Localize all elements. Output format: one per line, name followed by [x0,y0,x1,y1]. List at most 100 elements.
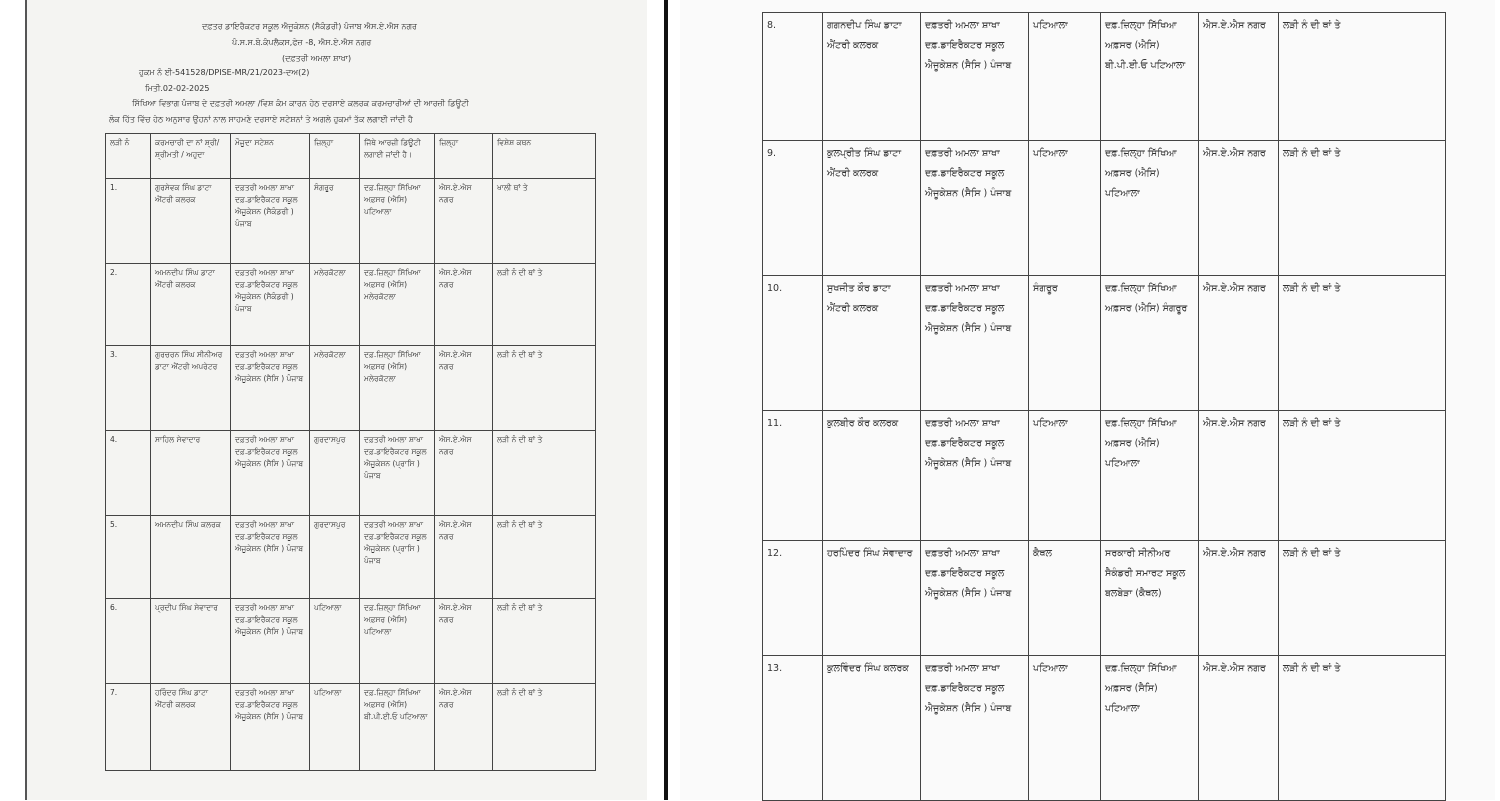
cell-employee-name: ਪ੍ਰਦੀਪ ਸਿੰਘ ਸੇਵਾਦਾਰ [150,598,231,684]
column-header-district: ਜ਼ਿਲ੍ਹਾ [309,133,360,179]
intro-text-line2: ਲੋਕ ਹਿੱਤ ਵਿੱਚ ਹੇਠ ਅਨੁਸਾਰ ਉਹਨਾਂ ਨਾਲ ਸਾਹਮਣ… [109,115,413,124]
cell-current-station: ਦਫ਼ਤਰੀ ਅਮਲਾ ਸ਼ਾਖਾ ਦਫ਼.ਡਾਇਰੈਕਟਰ ਸਕੂਲ ਐਜੂਕ… [920,275,1029,411]
table-row: 9. ਕੁਲਪ੍ਰੀਤ ਸਿੰਘ ਡਾਟਾ ਐਂਟਰੀ ਕਲਰਕ ਦਫ਼ਤਰੀ ਅਮ… [762,140,1446,276]
cell-employee-name: ਗੁਰਸੇਵਕ ਸਿੰਘ ਡਾਟਾ ਐਂਟਰੀ ਕਲਰਕ [150,178,231,264]
column-header-deputation-district: ਜ਼ਿਲ੍ਹਾ [434,133,493,179]
cell-district: ਪਟਿਆਲਾ [1028,140,1101,276]
page-divider [664,0,668,800]
cell-deputation-station: ਦਫ਼.ਜ਼ਿਲ੍ਹਾ ਸਿੱਖਿਆ ਅਫ਼ਸਰ (ਐਸਿ) ਮਲੇਰਕੋਟਲਾ [359,345,435,431]
cell-deputation-district: ਐਸ.ਏ.ਐਸ ਨਗਰ [434,263,493,346]
table-row: 4. ਸਾਹਿਲ ਸੇਵਾਦਾਰ ਦਫ਼ਤਰੀ ਅਮਲਾ ਸ਼ਾਖਾ ਦਫ਼.ਡਾਇ… [105,430,596,516]
transfer-table-right: 8. ਗਗਨਦੀਪ ਸਿੰਘ ਡਾਟਾ ਐਂਟਰੀ ਕਲਰਕ ਦਫ਼ਤਰੀ ਅਮਲਾ… [762,12,1446,801]
transfer-table-left: ਲੜੀ ਨੰ ਕਰਮਚਾਰੀ ਦਾ ਨਾਂ ਸ਼੍ਰੀ/ਸ਼੍ਰੀਮਤੀ / ਅਹ… [105,133,596,771]
cell-employee-name: ਗੁਰਚਰਨ ਸਿੰਘ ਸੀਨੀਅਰ ਡਾਟਾ ਐਂਟਰੀ ਅਪਰੇਟਰ [150,345,231,431]
cell-district: ਪਟਿਆਲਾ [309,598,360,684]
cell-deputation-district: ਐਸ.ਏ.ਐਸ ਨਗਰ [434,598,493,684]
cell-current-station: ਦਫ਼ਤਰੀ ਅਮਲਾ ਸ਼ਾਖਾ ਦਫ਼.ਡਾਇਰੈਕਟਰ ਸਕੂਲ ਐਜੂਕ… [920,12,1029,141]
cell-serial-no: 1. [105,178,151,264]
cell-current-station: ਦਫ਼ਤਰੀ ਅਮਲਾ ਸ਼ਾਖਾ ਦਫ਼.ਡਾਇਰੈਕਟਰ ਸਕੂਲ ਐਜੂਕ… [920,140,1029,276]
cell-district: ਸੰਗਰੂਰ [1028,275,1101,411]
right-document-page: 8. ਗਗਨਦੀਪ ਸਿੰਘ ਡਾਟਾ ਐਂਟਰੀ ਕਲਰਕ ਦਫ਼ਤਰੀ ਅਮਲਾ… [680,0,1495,801]
cell-serial-no: 6. [105,598,151,684]
cell-deputation-station: ਦਫ਼.ਜ਼ਿਲ੍ਹਾ ਸਿੱਖਿਆ ਅਫ਼ਸਰ (ਐਸਿ) ਮਲੇਰਕੋਟਲਾ [359,263,435,346]
cell-employee-name: ਸਾਹਿਲ ਸੇਵਾਦਾਰ [150,430,231,516]
cell-current-station: ਦਫ਼ਤਰੀ ਅਮਲਾ ਸ਼ਾਖਾ ਦਫ਼.ਡਾਇਰੈਕਟਰ ਸਕੂਲ ਐਜੂਕ… [230,263,310,346]
cell-deputation-station: ਦਫ਼.ਜ਼ਿਲ੍ਹਾ ਸਿੱਖਿਆ ਅਫ਼ਸਰ (ਐਸਿ) ਪਟਿਆਲਾ [359,178,435,264]
cell-deputation-district: ਐਸ.ਏ.ਐਸ ਨਗਰ [434,515,493,599]
cell-serial-no: 13. [762,655,823,801]
table-row: 12. ਹਰਪਿੰਦਰ ਸਿੰਘ ਸੇਵਾਦਾਰ ਦਫ਼ਤਰੀ ਅਮਲਾ ਸ਼ਾਖਾ… [762,540,1446,656]
cell-current-station: ਦਫ਼ਤਰੀ ਅਮਲਾ ਸ਼ਾਖਾ ਦਫ਼.ਡਾਇਰੈਕਟਰ ਸਕੂਲ ਐਜੂਕ… [230,178,310,264]
cell-employee-name: ਹਰਪਿੰਦਰ ਸਿੰਘ ਸੇਵਾਦਾਰ [822,540,921,656]
table-row: 5. ਅਮਨਦੀਪ ਸਿੰਘ ਕਲਰਕ ਦਫ਼ਤਰੀ ਅਮਲਾ ਸ਼ਾਖਾ ਦਫ਼.… [105,515,596,599]
cell-deputation-district: ਐਸ.ਏ.ਐਸ ਨਗਰ [434,430,493,516]
cell-remarks: ਲੜੀ ਨੰ ਦੀ ਥਾਂ ਤੇ [1278,540,1446,656]
table-row: 11. ਕੁਲਬੀਰ ਕੌਰ ਕਲਰਕ ਦਫ਼ਤਰੀ ਅਮਲਾ ਸ਼ਾਖਾ ਦਫ਼.… [762,410,1446,541]
order-date: ਮਿਤੀ.02-02-2025 [145,84,210,93]
column-header-deputation-station: ਜਿੱਥੇ ਆਰਜ਼ੀ ਡਿਊਟੀ ਲਗਾਈ ਜਾਂਦੀ ਹੈ। [359,133,435,179]
table-row: 3. ਗੁਰਚਰਨ ਸਿੰਘ ਸੀਨੀਅਰ ਡਾਟਾ ਐਂਟਰੀ ਅਪਰੇਟਰ ਦਫ… [105,345,596,431]
cell-deputation-district: ਐਸ.ਏ.ਐਸ ਨਗਰ [1198,540,1279,656]
cell-serial-no: 2. [105,263,151,346]
cell-remarks: ਲੜੀ ਨੰ ਦੀ ਥਾਂ ਤੇ [492,263,596,346]
cell-remarks: ਖਾਲੀ ਥਾਂ ਤੇ [492,178,596,264]
column-header-serial-no: ਲੜੀ ਨੰ [105,133,151,179]
cell-employee-name: ਕੁਲਪ੍ਰੀਤ ਸਿੰਘ ਡਾਟਾ ਐਂਟਰੀ ਕਲਰਕ [822,140,921,276]
cell-serial-no: 3. [105,345,151,431]
cell-current-station: ਦਫ਼ਤਰੀ ਅਮਲਾ ਸ਼ਾਖਾ ਦਫ਼.ਡਾਇਰੈਕਟਰ ਸਕੂਲ ਐਜੂਕ… [920,410,1029,541]
cell-current-station: ਦਫ਼ਤਰੀ ਅਮਲਾ ਸ਼ਾਖਾ ਦਫ਼.ਡਾਇਰੈਕਟਰ ਸਕੂਲ ਐਜੂਕ… [920,540,1029,656]
cell-employee-name: ਕੁਲਬੀਰ ਕੌਰ ਕਲਰਕ [822,410,921,541]
cell-district: ਗੁਰਦਾਸਪੁਰ [309,515,360,599]
cell-deputation-district: ਐਸ.ਏ.ਐਸ ਨਗਰ [1198,140,1279,276]
cell-district: ਪਟਿਆਲਾ [1028,655,1101,801]
column-header-current-station: ਮੌਜੂਦਾ ਸਟੇਸ਼ਨ [230,133,310,179]
cell-employee-name: ਕੁਲਵਿੰਦਰ ਸਿੰਘ ਕਲਰਕ [822,655,921,801]
cell-current-station: ਦਫ਼ਤਰੀ ਅਮਲਾ ਸ਼ਾਖਾ ਦਫ਼.ਡਾਇਰੈਕਟਰ ਸਕੂਲ ਐਜੂਕ… [230,598,310,684]
cell-deputation-station: ਦਫ਼.ਜ਼ਿਲ੍ਹਾ ਸਿੱਖਿਆ ਅਫ਼ਸਰ (ਐਸਿ) ਪਟਿਆਲਾ [359,598,435,684]
table-header-row: ਲੜੀ ਨੰ ਕਰਮਚਾਰੀ ਦਾ ਨਾਂ ਸ਼੍ਰੀ/ਸ਼੍ਰੀਮਤੀ / ਅਹ… [105,133,596,179]
branch-name: (ਦਫ਼ਤਰੀ ਅਮਲਾ ਸ਼ਾਖਾ) [282,54,352,63]
table-row: 13. ਕੁਲਵਿੰਦਰ ਸਿੰਘ ਕਲਰਕ ਦਫ਼ਤਰੀ ਅਮਲਾ ਸ਼ਾਖਾ ਦ… [762,655,1446,801]
cell-employee-name: ਸੁਖਜੀਤ ਕੌਰ ਡਾਟਾ ਐਂਟਰੀ ਕਲਰਕ [822,275,921,411]
cell-serial-no: 8. [762,12,823,141]
cell-deputation-station: ਦਫ਼.ਜ਼ਿਲ੍ਹਾ ਸਿੱਖਿਆ ਅਫ਼ਸਰ (ਐਸਿ) ਬੀ.ਪੀ.ਈ.ਓ… [1100,12,1199,141]
cell-remarks: ਲੜੀ ਨੰ ਦੀ ਥਾਂ ਤੇ [1278,275,1446,411]
cell-employee-name: ਹਰਿੰਦਰ ਸਿੰਘ ਡਾਟਾ ਐਂਟਰੀ ਕਲਰਕ [150,683,231,771]
cell-district: ਪਟਿਆਲਾ [309,683,360,771]
intro-text-line1: ਸਿੱਖਿਆ ਵਿਭਾਗ ਪੰਜਾਬ ਦੇ ਦਫ਼ਤਰੀ ਅਮਲਾ /ਵਿਸ਼ … [132,99,469,108]
cell-district: ਮਲੇਰਕੋਟਲਾ [309,263,360,346]
table-row: 1. ਗੁਰਸੇਵਕ ਸਿੰਘ ਡਾਟਾ ਐਂਟਰੀ ਕਲਰਕ ਦਫ਼ਤਰੀ ਅਮਲ… [105,178,596,264]
cell-current-station: ਦਫ਼ਤਰੀ ਅਮਲਾ ਸ਼ਾਖਾ ਦਫ਼.ਡਾਇਰੈਕਟਰ ਸਕੂਲ ਐਜੂਕ… [920,655,1029,801]
cell-serial-no: 10. [762,275,823,411]
cell-deputation-district: ਐਸ.ਏ.ਐਸ ਨਗਰ [1198,655,1279,801]
cell-remarks: ਲੜੀ ਨੰ ਦੀ ਥਾਂ ਤੇ [1278,655,1446,801]
cell-deputation-district: ਐਸ.ਏ.ਐਸ ਨਗਰ [1198,12,1279,141]
table-row: 8. ਗਗਨਦੀਪ ਸਿੰਘ ਡਾਟਾ ਐਂਟਰੀ ਕਲਰਕ ਦਫ਼ਤਰੀ ਅਮਲਾ… [762,12,1446,141]
cell-serial-no: 11. [762,410,823,541]
table-row: 2. ਅਮਨਦੀਪ ਸਿੰਘ ਡਾਟਾ ਐਂਟਰੀ ਕਲਰਕ ਦਫ਼ਤਰੀ ਅਮਲਾ… [105,263,596,346]
cell-deputation-station: ਦਫ਼ਤਰੀ ਅਮਲਾ ਸ਼ਾਖਾ ਦਫ਼.ਡਾਇਰੈਕਟਰ ਸਕੂਲ ਐਜੂਕ… [359,515,435,599]
table-row: 6. ਪ੍ਰਦੀਪ ਸਿੰਘ ਸੇਵਾਦਾਰ ਦਫ਼ਤਰੀ ਅਮਲਾ ਸ਼ਾਖਾ ਦ… [105,598,596,684]
cell-district: ਗੁਰਦਾਸਪੁਰ [309,430,360,516]
cell-remarks: ਲੜੀ ਨੰ ਦੀ ਥਾਂ ਤੇ [1278,12,1446,141]
cell-district: ਕੈਥਲ [1028,540,1101,656]
cell-remarks: ਲੜੀ ਨੰ ਦੀ ਥਾਂ ਤੇ [492,345,596,431]
cell-district: ਪਟਿਆਲਾ [1028,410,1101,541]
cell-remarks: ਲੜੀ ਨੰ ਦੀ ਥਾਂ ਤੇ [1278,410,1446,541]
order-number: ਹੁਕਮ ਨੰ ਈ-541528/DPISE-MR/21/2023-ਦਅ(2) [139,68,310,77]
cell-remarks: ਲੜੀ ਨੰ ਦੀ ਥਾਂ ਤੇ [1278,140,1446,276]
cell-deputation-station: ਦਫ਼.ਜ਼ਿਲ੍ਹਾ ਸਿੱਖਿਆ ਅਫ਼ਸਰ (ਸੈਸਿ) ਪਟਿਆਲਾ [1100,655,1199,801]
cell-deputation-station: ਦਫ਼.ਜ਼ਿਲ੍ਹਾ ਸਿੱਖਿਆ ਅਫ਼ਸਰ (ਐਸਿ) ਪਟਿਆਲਾ [1100,140,1199,276]
cell-deputation-station: ਦਫ਼.ਜ਼ਿਲ੍ਹਾ ਸਿੱਖਿਆ ਅਫ਼ਸਰ (ਐਸਿ) ਪਟਿਆਲਾ [1100,410,1199,541]
cell-current-station: ਦਫ਼ਤਰੀ ਅਮਲਾ ਸ਼ਾਖਾ ਦਫ਼.ਡਾਇਰੈਕਟਰ ਸਕੂਲ ਐਜੂਕ… [230,345,310,431]
cell-deputation-district: ਐਸ.ਏ.ਐਸ ਨਗਰ [434,345,493,431]
cell-remarks: ਲੜੀ ਨੰ ਦੀ ਥਾਂ ਤੇ [492,683,596,771]
column-header-remarks: ਵਿਸ਼ੇਸ਼ ਕਥਨ [492,133,596,179]
cell-deputation-district: ਐਸ.ਏ.ਐਸ ਨਗਰ [434,178,493,264]
cell-employee-name: ਗਗਨਦੀਪ ਸਿੰਘ ਡਾਟਾ ਐਂਟਰੀ ਕਲਰਕ [822,12,921,141]
cell-district: ਮਲੇਰਕੋਟਲਾ [309,345,360,431]
cell-current-station: ਦਫ਼ਤਰੀ ਅਮਲਾ ਸ਼ਾਖਾ ਦਫ਼.ਡਾਇਰੈਕਟਰ ਸਕੂਲ ਐਜੂਕ… [230,430,310,516]
office-title: ਦਫ਼ਤਰ ਡਾਇਰੈਕਟਰ ਸਕੂਲ ਐਜੂਕੇਸ਼ਨ (ਸੈਕੰਡਰੀ) ਪ… [202,22,417,31]
cell-remarks: ਲੜੀ ਨੰ ਦੀ ਥਾਂ ਤੇ [492,598,596,684]
cell-deputation-district: ਐਸ.ਏ.ਐਸ ਨਗਰ [1198,275,1279,411]
